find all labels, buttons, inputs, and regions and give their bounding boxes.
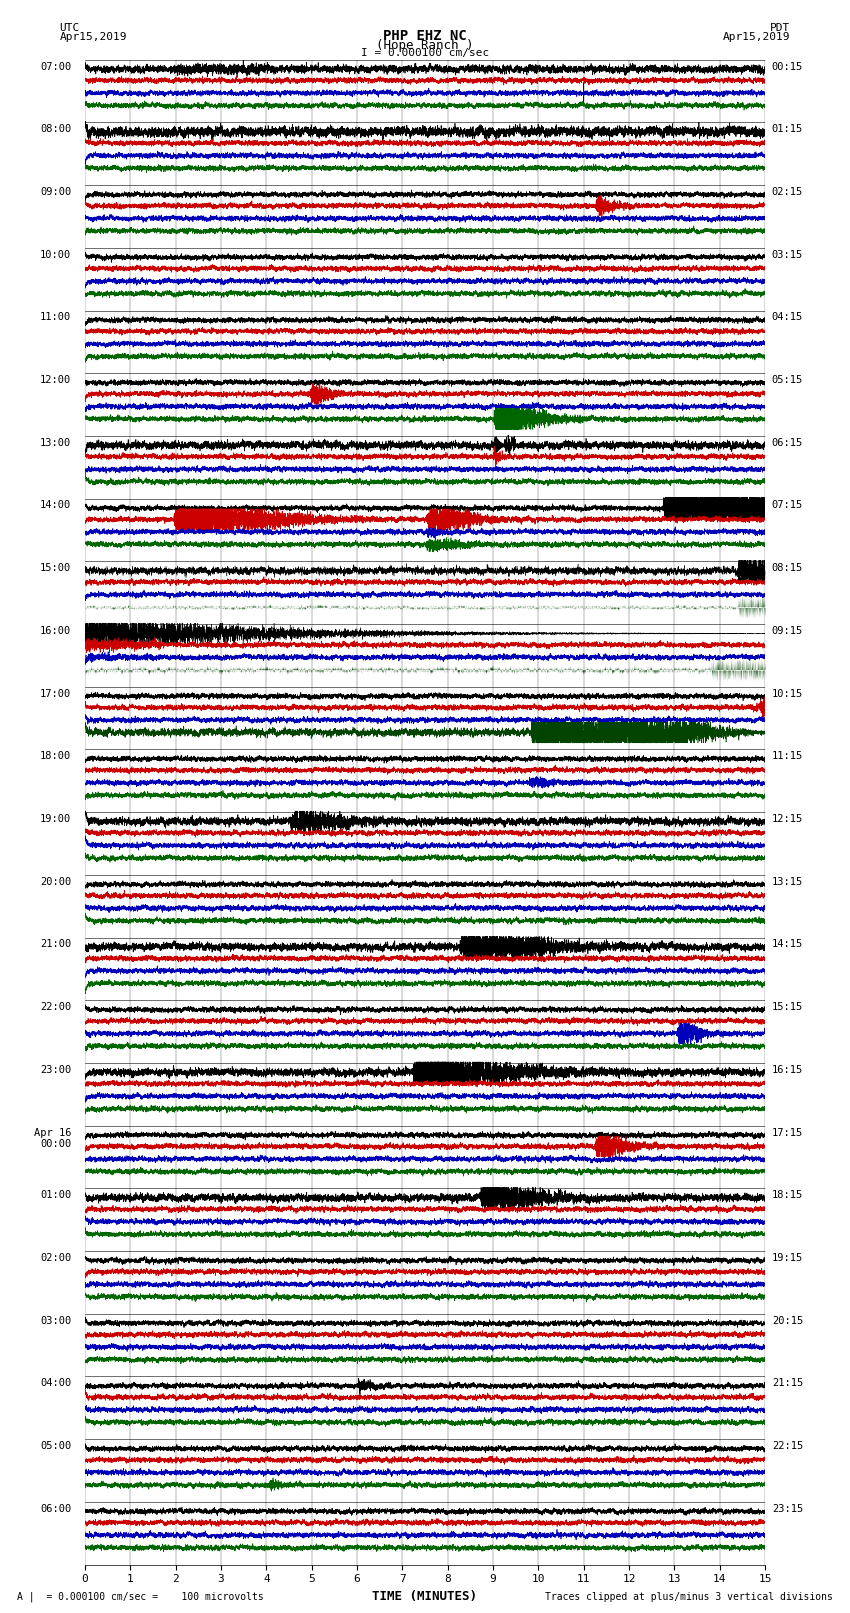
Text: PHP EHZ NC: PHP EHZ NC (383, 29, 467, 44)
Text: 15:15: 15:15 (772, 1002, 803, 1011)
Text: 09:15: 09:15 (772, 626, 803, 636)
Text: 09:00: 09:00 (40, 187, 71, 197)
Text: 20:15: 20:15 (772, 1316, 803, 1326)
Text: 13:00: 13:00 (40, 437, 71, 448)
Text: 13:15: 13:15 (772, 877, 803, 887)
Text: 04:15: 04:15 (772, 313, 803, 323)
Text: A |  = 0.000100 cm/sec =    100 microvolts: A | = 0.000100 cm/sec = 100 microvolts (17, 1590, 264, 1602)
Text: 07:15: 07:15 (772, 500, 803, 510)
Text: (Hope Ranch ): (Hope Ranch ) (377, 39, 473, 52)
Text: 11:00: 11:00 (40, 313, 71, 323)
Text: 19:00: 19:00 (40, 815, 71, 824)
Text: 05:00: 05:00 (40, 1440, 71, 1452)
Text: 04:00: 04:00 (40, 1379, 71, 1389)
Text: 12:00: 12:00 (40, 376, 71, 386)
Text: 03:00: 03:00 (40, 1316, 71, 1326)
Text: 11:15: 11:15 (772, 752, 803, 761)
Text: 01:15: 01:15 (772, 124, 803, 134)
Text: 16:15: 16:15 (772, 1065, 803, 1074)
Text: 23:00: 23:00 (40, 1065, 71, 1074)
X-axis label: TIME (MINUTES): TIME (MINUTES) (372, 1590, 478, 1603)
Text: 10:00: 10:00 (40, 250, 71, 260)
Text: 16:00: 16:00 (40, 626, 71, 636)
Text: 01:00: 01:00 (40, 1190, 71, 1200)
Text: 14:15: 14:15 (772, 939, 803, 950)
Text: I = 0.000100 cm/sec: I = 0.000100 cm/sec (361, 48, 489, 58)
Text: 20:00: 20:00 (40, 877, 71, 887)
Text: 08:00: 08:00 (40, 124, 71, 134)
Text: 17:00: 17:00 (40, 689, 71, 698)
Text: Apr15,2019: Apr15,2019 (723, 32, 791, 42)
Text: 21:00: 21:00 (40, 939, 71, 950)
Text: 14:00: 14:00 (40, 500, 71, 510)
Text: 23:15: 23:15 (772, 1503, 803, 1513)
Text: 22:00: 22:00 (40, 1002, 71, 1011)
Text: 12:15: 12:15 (772, 815, 803, 824)
Text: 08:15: 08:15 (772, 563, 803, 573)
Text: 02:15: 02:15 (772, 187, 803, 197)
Text: 00:15: 00:15 (772, 61, 803, 71)
Text: 07:00: 07:00 (40, 61, 71, 71)
Text: 18:15: 18:15 (772, 1190, 803, 1200)
Text: PDT: PDT (770, 23, 790, 32)
Text: 06:00: 06:00 (40, 1503, 71, 1513)
Text: 22:15: 22:15 (772, 1440, 803, 1452)
Text: 06:15: 06:15 (772, 437, 803, 448)
Text: 10:15: 10:15 (772, 689, 803, 698)
Text: Apr 16
00:00: Apr 16 00:00 (34, 1127, 71, 1148)
Text: 21:15: 21:15 (772, 1379, 803, 1389)
Text: 03:15: 03:15 (772, 250, 803, 260)
Text: 02:00: 02:00 (40, 1253, 71, 1263)
Text: 17:15: 17:15 (772, 1127, 803, 1137)
Text: 05:15: 05:15 (772, 376, 803, 386)
Text: Apr15,2019: Apr15,2019 (60, 32, 127, 42)
Text: 15:00: 15:00 (40, 563, 71, 573)
Text: 19:15: 19:15 (772, 1253, 803, 1263)
Text: Traces clipped at plus/minus 3 vertical divisions: Traces clipped at plus/minus 3 vertical … (545, 1592, 833, 1602)
Text: UTC: UTC (60, 23, 80, 32)
Text: 18:00: 18:00 (40, 752, 71, 761)
